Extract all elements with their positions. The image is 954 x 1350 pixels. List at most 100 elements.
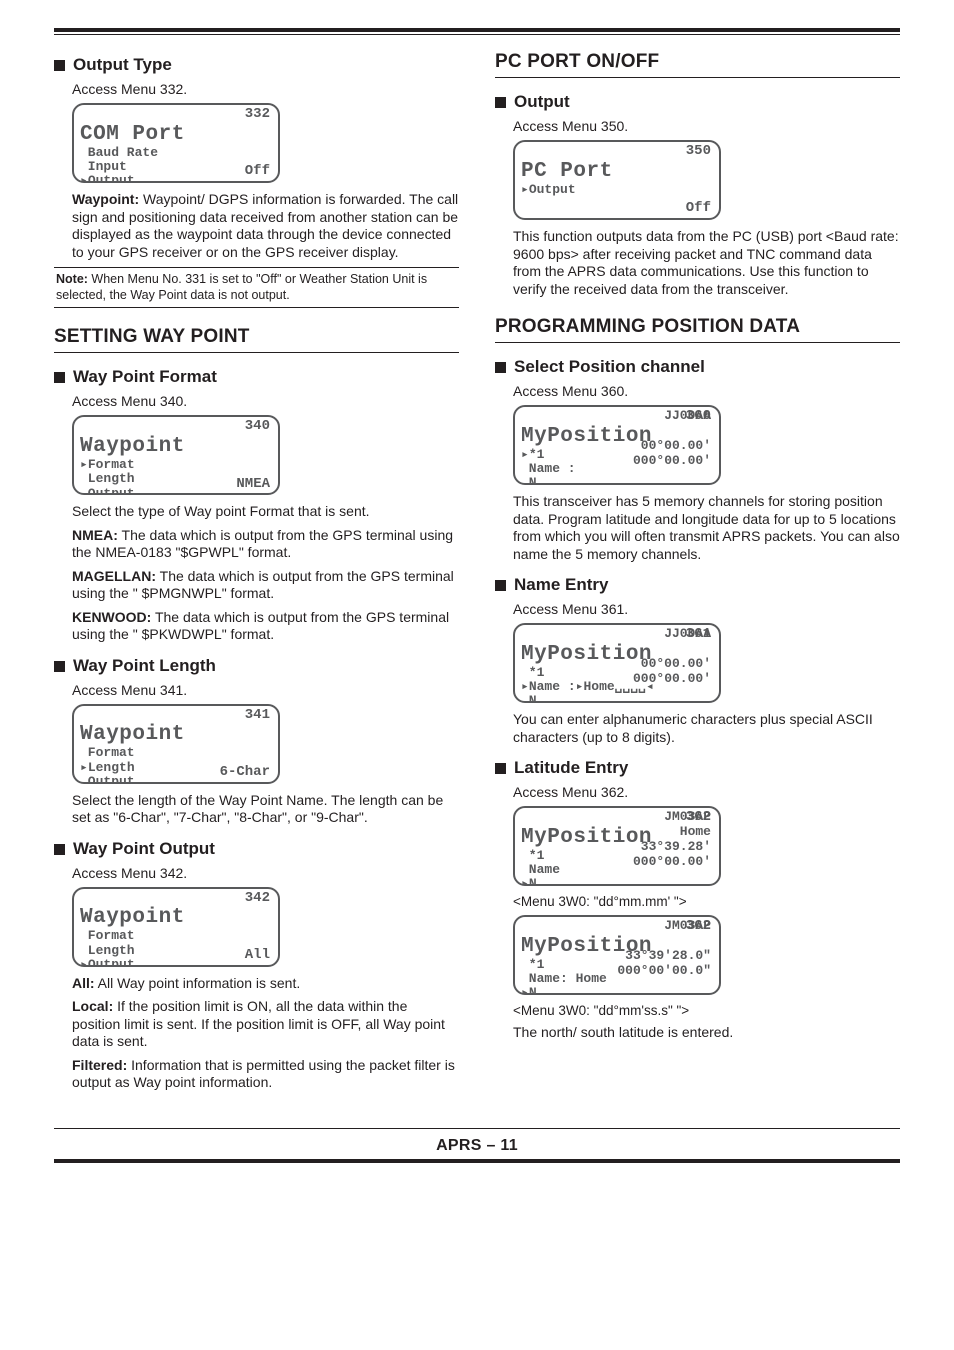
lat-entry-body: The north/ south latitude is entered. bbox=[513, 1024, 900, 1042]
lcd-myposition-362a: MyPosition362 *1 Name▸N W JM03APHome33°3… bbox=[513, 806, 721, 886]
lcd-menu-num: 341 bbox=[245, 708, 270, 723]
lcd-line: Length bbox=[80, 944, 272, 958]
pc-port-body: This function outputs data from the PC (… bbox=[513, 228, 900, 298]
select-pos-heading: Select Position channel bbox=[495, 357, 900, 377]
bullet-icon bbox=[495, 580, 506, 591]
waypoint-desc: Waypoint: Waypoint/ DGPS information is … bbox=[72, 191, 459, 261]
lcd-title: Waypoint bbox=[80, 723, 185, 746]
lcd-r3: 000°00.00' bbox=[633, 854, 711, 869]
lcd-r2: 00°00.00' bbox=[641, 656, 711, 671]
wp-format-intro: Select the type of Way point Format that… bbox=[72, 503, 459, 521]
term-nmea: NMEA: bbox=[72, 527, 118, 543]
caption-362a: <Menu 3W0: "dd°mm.mm' "> bbox=[513, 894, 900, 909]
setting-waypoint-title: SETTING WAY POINT bbox=[54, 326, 459, 353]
all-body: All Way point information is sent. bbox=[95, 975, 301, 991]
lcd-r1: Home bbox=[680, 824, 711, 839]
all-desc: All: All Way point information is sent. bbox=[72, 975, 459, 993]
heading-text: Name Entry bbox=[514, 575, 608, 594]
lcd-line: ▸Output bbox=[80, 174, 272, 183]
top-rule-thin bbox=[54, 34, 900, 35]
lcd-line: Format bbox=[80, 746, 272, 760]
lcd-title: Waypoint bbox=[80, 906, 185, 929]
lcd-r0: JJ00AA bbox=[664, 408, 711, 423]
lcd-myposition-360: MyPosition360 ▸*1 Name : N W JJ00AA00°00… bbox=[513, 405, 721, 485]
lcd-line: Baud Rate bbox=[80, 146, 272, 160]
heading-text: Way Point Format bbox=[73, 367, 217, 386]
heading-text: Way Point Output bbox=[73, 839, 215, 858]
local-body: If the position limit is ON, all the dat… bbox=[72, 998, 445, 1049]
term-waypoint: Waypoint: bbox=[72, 191, 139, 207]
wp-format-heading: Way Point Format bbox=[54, 367, 459, 387]
local-desc: Local: If the position limit is ON, all … bbox=[72, 998, 459, 1051]
lcd-title: PC Port bbox=[521, 160, 613, 183]
lcd-menu-num: 340 bbox=[245, 419, 270, 434]
lcd-r0: JJ00AA bbox=[664, 626, 711, 641]
filtered-desc: Filtered: Information that is permitted … bbox=[72, 1057, 459, 1092]
term-kenwood: KENWOOD: bbox=[72, 609, 151, 625]
output-heading: Output bbox=[495, 92, 900, 112]
access-362: Access Menu 362. bbox=[513, 784, 900, 800]
term-local: Local: bbox=[72, 998, 113, 1014]
output-type-heading: Output Type bbox=[54, 55, 459, 75]
lcd-line: Format bbox=[80, 929, 272, 943]
lcd-line: N bbox=[521, 476, 713, 485]
select-pos-body: This transceiver has 5 memory channels f… bbox=[513, 493, 900, 563]
magellan-desc: MAGELLAN: The data which is output from … bbox=[72, 568, 459, 603]
access-342: Access Menu 342. bbox=[72, 865, 459, 881]
lcd-r3: 000°00'00.0" bbox=[617, 963, 711, 978]
lcd-value: All bbox=[245, 948, 270, 963]
nmea-desc: NMEA: The data which is output from the … bbox=[72, 527, 459, 562]
bullet-icon bbox=[54, 372, 65, 383]
heading-text: Select Position channel bbox=[514, 357, 705, 376]
right-column: PC PORT ON/OFF Output Access Menu 350. P… bbox=[495, 51, 900, 1098]
access-360: Access Menu 360. bbox=[513, 383, 900, 399]
bottom-rule-thick bbox=[54, 1159, 900, 1163]
lcd-r3: 000°00.00' bbox=[633, 453, 711, 468]
lcd-line: Input bbox=[80, 160, 272, 174]
lcd-r2: 33°39.28' bbox=[641, 839, 711, 854]
lcd-waypoint-340: Waypoint340 ▸Format Length OutputNMEA bbox=[72, 415, 280, 495]
lcd-right-col: JM03APHome33°39.28'000°00.00' bbox=[633, 810, 711, 870]
term-magellan: MAGELLAN: bbox=[72, 568, 156, 584]
wp-output-heading: Way Point Output bbox=[54, 839, 459, 859]
caption-362b: <Menu 3W0: "dd°mm'ss.s" "> bbox=[513, 1003, 900, 1018]
bullet-icon bbox=[495, 97, 506, 108]
note-body: When Menu No. 331 is set to "Off" or Wea… bbox=[56, 272, 427, 302]
heading-text: Latitude Entry bbox=[514, 758, 628, 777]
nmea-body: The data which is output from the GPS te… bbox=[72, 527, 453, 561]
name-entry-heading: Name Entry bbox=[495, 575, 900, 595]
bullet-icon bbox=[54, 844, 65, 855]
lcd-menu-num: 342 bbox=[245, 891, 270, 906]
lat-entry-heading: Latitude Entry bbox=[495, 758, 900, 778]
lcd-r3: 000°00.00' bbox=[633, 671, 711, 686]
page-number: APRS – 11 bbox=[54, 1137, 900, 1155]
lcd-title: Waypoint bbox=[80, 435, 185, 458]
bullet-icon bbox=[495, 362, 506, 373]
lcd-value: Off bbox=[245, 164, 270, 179]
note-label: Note: bbox=[56, 272, 88, 286]
access-350: Access Menu 350. bbox=[513, 118, 900, 134]
prog-position-title: PROGRAMMING POSITION DATA bbox=[495, 316, 900, 343]
lcd-right-col: JJ00AA 00°00.00'000°00.00' bbox=[633, 627, 711, 687]
note-box: Note: When Menu No. 331 is set to "Off" … bbox=[54, 267, 459, 308]
lcd-myposition-362b: MyPosition362 *1 Name: Home▸N W JM03AP33… bbox=[513, 915, 721, 995]
access-332: Access Menu 332. bbox=[72, 81, 459, 97]
term-all: All: bbox=[72, 975, 95, 991]
footer: APRS – 11 bbox=[54, 1128, 900, 1163]
lcd-right-col: JM03AP33°39'28.0"000°00'00.0" bbox=[617, 919, 711, 979]
kenwood-desc: KENWOOD: The data which is output from t… bbox=[72, 609, 459, 644]
bullet-icon bbox=[54, 661, 65, 672]
lcd-menu-num: 350 bbox=[686, 144, 711, 159]
bottom-rule-thin bbox=[54, 1128, 900, 1129]
bullet-icon bbox=[54, 60, 65, 71]
lcd-myposition-361: MyPosition361 *1▸Name :▸Home␣␣␣␣◂ N W JJ… bbox=[513, 623, 721, 703]
lcd-menu-num: 332 bbox=[245, 107, 270, 122]
lcd-title: COM Port bbox=[80, 123, 185, 146]
heading-text: Way Point Length bbox=[73, 656, 216, 675]
filtered-body: Information that is permitted using the … bbox=[72, 1057, 455, 1091]
lcd-r2: 00°00.00' bbox=[641, 438, 711, 453]
heading-text: Output bbox=[514, 92, 570, 111]
wp-length-heading: Way Point Length bbox=[54, 656, 459, 676]
pc-port-title: PC PORT ON/OFF bbox=[495, 51, 900, 78]
lcd-pc-port: PC Port350 ▸OutputOff bbox=[513, 140, 721, 220]
